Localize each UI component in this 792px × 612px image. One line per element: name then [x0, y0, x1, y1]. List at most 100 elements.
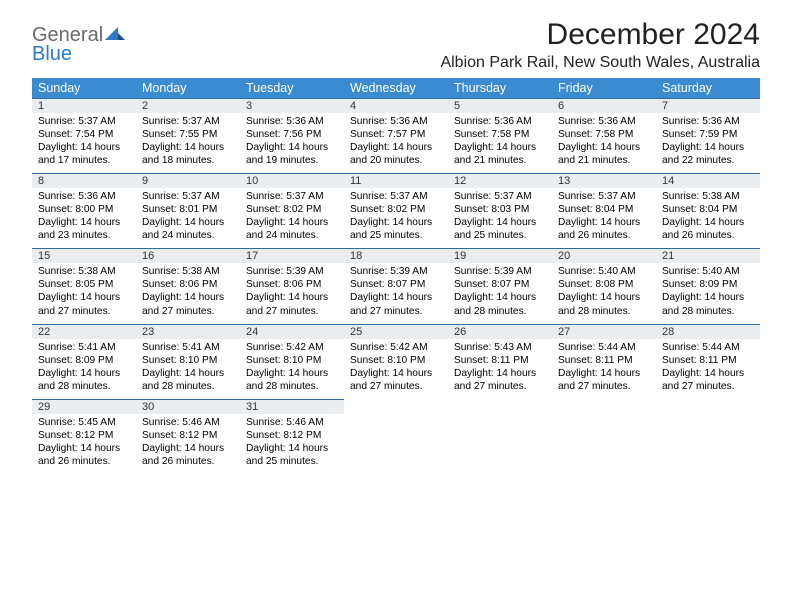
sunrise-line: Sunrise: 5:37 AM: [246, 190, 338, 203]
daylight-line: Daylight: 14 hours and 26 minutes.: [38, 442, 130, 468]
day-number: 26: [448, 324, 552, 339]
calendar-cell: 19Sunrise: 5:39 AMSunset: 8:07 PMDayligh…: [448, 248, 552, 323]
sunset-line: Sunset: 8:01 PM: [142, 203, 234, 216]
calendar-cell: 18Sunrise: 5:39 AMSunset: 8:07 PMDayligh…: [344, 248, 448, 323]
daylight-line: Daylight: 14 hours and 28 minutes.: [142, 367, 234, 393]
daylight-line: Daylight: 14 hours and 28 minutes.: [246, 367, 338, 393]
weekday-header: Friday: [552, 78, 656, 98]
day-number: 6: [552, 98, 656, 113]
day-info: Sunrise: 5:39 AMSunset: 8:07 PMDaylight:…: [344, 263, 448, 323]
title-block: December 2024 Albion Park Rail, New Sout…: [440, 18, 760, 72]
calendar-cell: [552, 399, 656, 474]
sunrise-line: Sunrise: 5:41 AM: [142, 341, 234, 354]
daylight-line: Daylight: 14 hours and 27 minutes.: [350, 291, 442, 317]
day-number: 29: [32, 399, 136, 414]
sunrise-line: Sunrise: 5:40 AM: [558, 265, 650, 278]
day-number: 22: [32, 324, 136, 339]
daylight-line: Daylight: 14 hours and 27 minutes.: [454, 367, 546, 393]
calendar-cell: [656, 399, 760, 474]
day-info: Sunrise: 5:37 AMSunset: 8:01 PMDaylight:…: [136, 188, 240, 248]
day-info: Sunrise: 5:37 AMSunset: 8:02 PMDaylight:…: [240, 188, 344, 248]
day-number: 18: [344, 248, 448, 263]
daylight-line: Daylight: 14 hours and 27 minutes.: [558, 367, 650, 393]
sunrise-line: Sunrise: 5:41 AM: [38, 341, 130, 354]
calendar-cell: 10Sunrise: 5:37 AMSunset: 8:02 PMDayligh…: [240, 173, 344, 248]
daylight-line: Daylight: 14 hours and 20 minutes.: [350, 141, 442, 167]
sunset-line: Sunset: 7:58 PM: [454, 128, 546, 141]
day-number: 4: [344, 98, 448, 113]
day-number: 23: [136, 324, 240, 339]
daylight-line: Daylight: 14 hours and 27 minutes.: [38, 291, 130, 317]
daylight-line: Daylight: 14 hours and 23 minutes.: [38, 216, 130, 242]
calendar-cell: 13Sunrise: 5:37 AMSunset: 8:04 PMDayligh…: [552, 173, 656, 248]
calendar-cell: 29Sunrise: 5:45 AMSunset: 8:12 PMDayligh…: [32, 399, 136, 474]
sunrise-line: Sunrise: 5:38 AM: [662, 190, 754, 203]
day-number: 12: [448, 173, 552, 188]
daylight-line: Daylight: 14 hours and 18 minutes.: [142, 141, 234, 167]
day-number: 3: [240, 98, 344, 113]
daylight-line: Daylight: 14 hours and 26 minutes.: [662, 216, 754, 242]
sunset-line: Sunset: 8:05 PM: [38, 278, 130, 291]
weekday-header: Thursday: [448, 78, 552, 98]
sunset-line: Sunset: 8:09 PM: [662, 278, 754, 291]
day-number: 9: [136, 173, 240, 188]
day-info: Sunrise: 5:40 AMSunset: 8:09 PMDaylight:…: [656, 263, 760, 323]
weekday-header-row: SundayMondayTuesdayWednesdayThursdayFrid…: [32, 78, 760, 98]
daylight-line: Daylight: 14 hours and 17 minutes.: [38, 141, 130, 167]
day-number: 10: [240, 173, 344, 188]
calendar-row: 8Sunrise: 5:36 AMSunset: 8:00 PMDaylight…: [32, 173, 760, 248]
sunset-line: Sunset: 8:11 PM: [662, 354, 754, 367]
day-info: Sunrise: 5:36 AMSunset: 7:58 PMDaylight:…: [552, 113, 656, 173]
day-info: Sunrise: 5:44 AMSunset: 8:11 PMDaylight:…: [552, 339, 656, 399]
sunset-line: Sunset: 8:08 PM: [558, 278, 650, 291]
calendar-cell: 16Sunrise: 5:38 AMSunset: 8:06 PMDayligh…: [136, 248, 240, 323]
sunset-line: Sunset: 8:04 PM: [662, 203, 754, 216]
day-info: Sunrise: 5:39 AMSunset: 8:06 PMDaylight:…: [240, 263, 344, 323]
day-info: Sunrise: 5:45 AMSunset: 8:12 PMDaylight:…: [32, 414, 136, 474]
day-number: 2: [136, 98, 240, 113]
sunrise-line: Sunrise: 5:37 AM: [142, 190, 234, 203]
day-number: 15: [32, 248, 136, 263]
day-number: 13: [552, 173, 656, 188]
calendar-cell: 17Sunrise: 5:39 AMSunset: 8:06 PMDayligh…: [240, 248, 344, 323]
sunset-line: Sunset: 8:06 PM: [246, 278, 338, 291]
sunrise-line: Sunrise: 5:42 AM: [350, 341, 442, 354]
day-info: Sunrise: 5:37 AMSunset: 7:55 PMDaylight:…: [136, 113, 240, 173]
sunrise-line: Sunrise: 5:45 AM: [38, 416, 130, 429]
day-info: Sunrise: 5:36 AMSunset: 7:56 PMDaylight:…: [240, 113, 344, 173]
sunset-line: Sunset: 8:11 PM: [558, 354, 650, 367]
day-info: Sunrise: 5:37 AMSunset: 8:02 PMDaylight:…: [344, 188, 448, 248]
sunset-line: Sunset: 8:07 PM: [350, 278, 442, 291]
daylight-line: Daylight: 14 hours and 21 minutes.: [454, 141, 546, 167]
daylight-line: Daylight: 14 hours and 24 minutes.: [246, 216, 338, 242]
header: General Blue December 2024 Albion Park R…: [32, 18, 760, 72]
calendar-cell: 21Sunrise: 5:40 AMSunset: 8:09 PMDayligh…: [656, 248, 760, 323]
calendar-row: 29Sunrise: 5:45 AMSunset: 8:12 PMDayligh…: [32, 399, 760, 474]
day-number: 20: [552, 248, 656, 263]
sunset-line: Sunset: 8:10 PM: [246, 354, 338, 367]
weekday-header: Sunday: [32, 78, 136, 98]
calendar-cell: 15Sunrise: 5:38 AMSunset: 8:05 PMDayligh…: [32, 248, 136, 323]
day-number: 28: [656, 324, 760, 339]
day-number: 11: [344, 173, 448, 188]
calendar-cell: 12Sunrise: 5:37 AMSunset: 8:03 PMDayligh…: [448, 173, 552, 248]
daylight-line: Daylight: 14 hours and 25 minutes.: [454, 216, 546, 242]
calendar-cell: 27Sunrise: 5:44 AMSunset: 8:11 PMDayligh…: [552, 324, 656, 399]
sunset-line: Sunset: 8:02 PM: [350, 203, 442, 216]
daylight-line: Daylight: 14 hours and 28 minutes.: [558, 291, 650, 317]
calendar-cell: [344, 399, 448, 474]
day-number: 17: [240, 248, 344, 263]
calendar-row: 15Sunrise: 5:38 AMSunset: 8:05 PMDayligh…: [32, 248, 760, 323]
sunrise-line: Sunrise: 5:46 AM: [142, 416, 234, 429]
sunset-line: Sunset: 8:11 PM: [454, 354, 546, 367]
day-info: Sunrise: 5:36 AMSunset: 7:59 PMDaylight:…: [656, 113, 760, 173]
day-number: 7: [656, 98, 760, 113]
sunset-line: Sunset: 7:56 PM: [246, 128, 338, 141]
brand-word2: Blue: [32, 43, 72, 65]
day-info: Sunrise: 5:37 AMSunset: 7:54 PMDaylight:…: [32, 113, 136, 173]
day-number: 1: [32, 98, 136, 113]
sunrise-line: Sunrise: 5:44 AM: [662, 341, 754, 354]
calendar-cell: 2Sunrise: 5:37 AMSunset: 7:55 PMDaylight…: [136, 98, 240, 173]
day-number: 8: [32, 173, 136, 188]
calendar-cell: 14Sunrise: 5:38 AMSunset: 8:04 PMDayligh…: [656, 173, 760, 248]
